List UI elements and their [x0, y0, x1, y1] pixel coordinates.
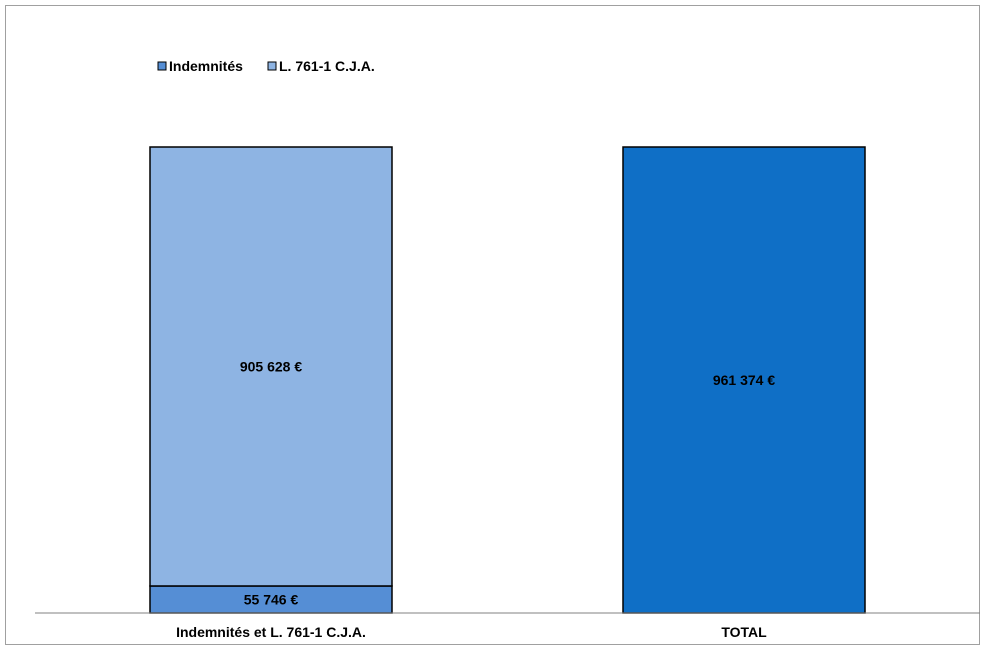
legend-label-0: Indemnités	[169, 58, 243, 74]
bar-0-series-0	[149, 585, 393, 614]
legend: Indemnités L. 761-1 C.J.A.	[157, 58, 375, 74]
bars	[149, 146, 866, 614]
legend-swatch-0	[157, 61, 167, 71]
bar-1-series-2	[622, 146, 866, 614]
x-tick-label-0: Indemnités et L. 761-1 C.J.A.	[176, 624, 366, 640]
legend-swatch-1	[267, 61, 277, 71]
x-axis-tick-labels: Indemnités et L. 761-1 C.J.A. TOTAL	[176, 624, 767, 640]
data-label-0-series-1: 905 628 €	[240, 358, 302, 374]
data-label-1-series-2: 961 374 €	[713, 372, 775, 388]
data-labels: 55 746 € 905 628 € 961 374 €	[240, 358, 775, 607]
bar-0-series-1	[149, 146, 393, 587]
x-tick-label-1: TOTAL	[721, 624, 767, 640]
data-label-0-series-0: 55 746 €	[244, 591, 299, 607]
legend-label-1: L. 761-1 C.J.A.	[279, 58, 375, 74]
